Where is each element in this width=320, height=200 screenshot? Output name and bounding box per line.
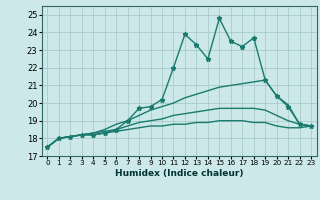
X-axis label: Humidex (Indice chaleur): Humidex (Indice chaleur)	[115, 169, 244, 178]
